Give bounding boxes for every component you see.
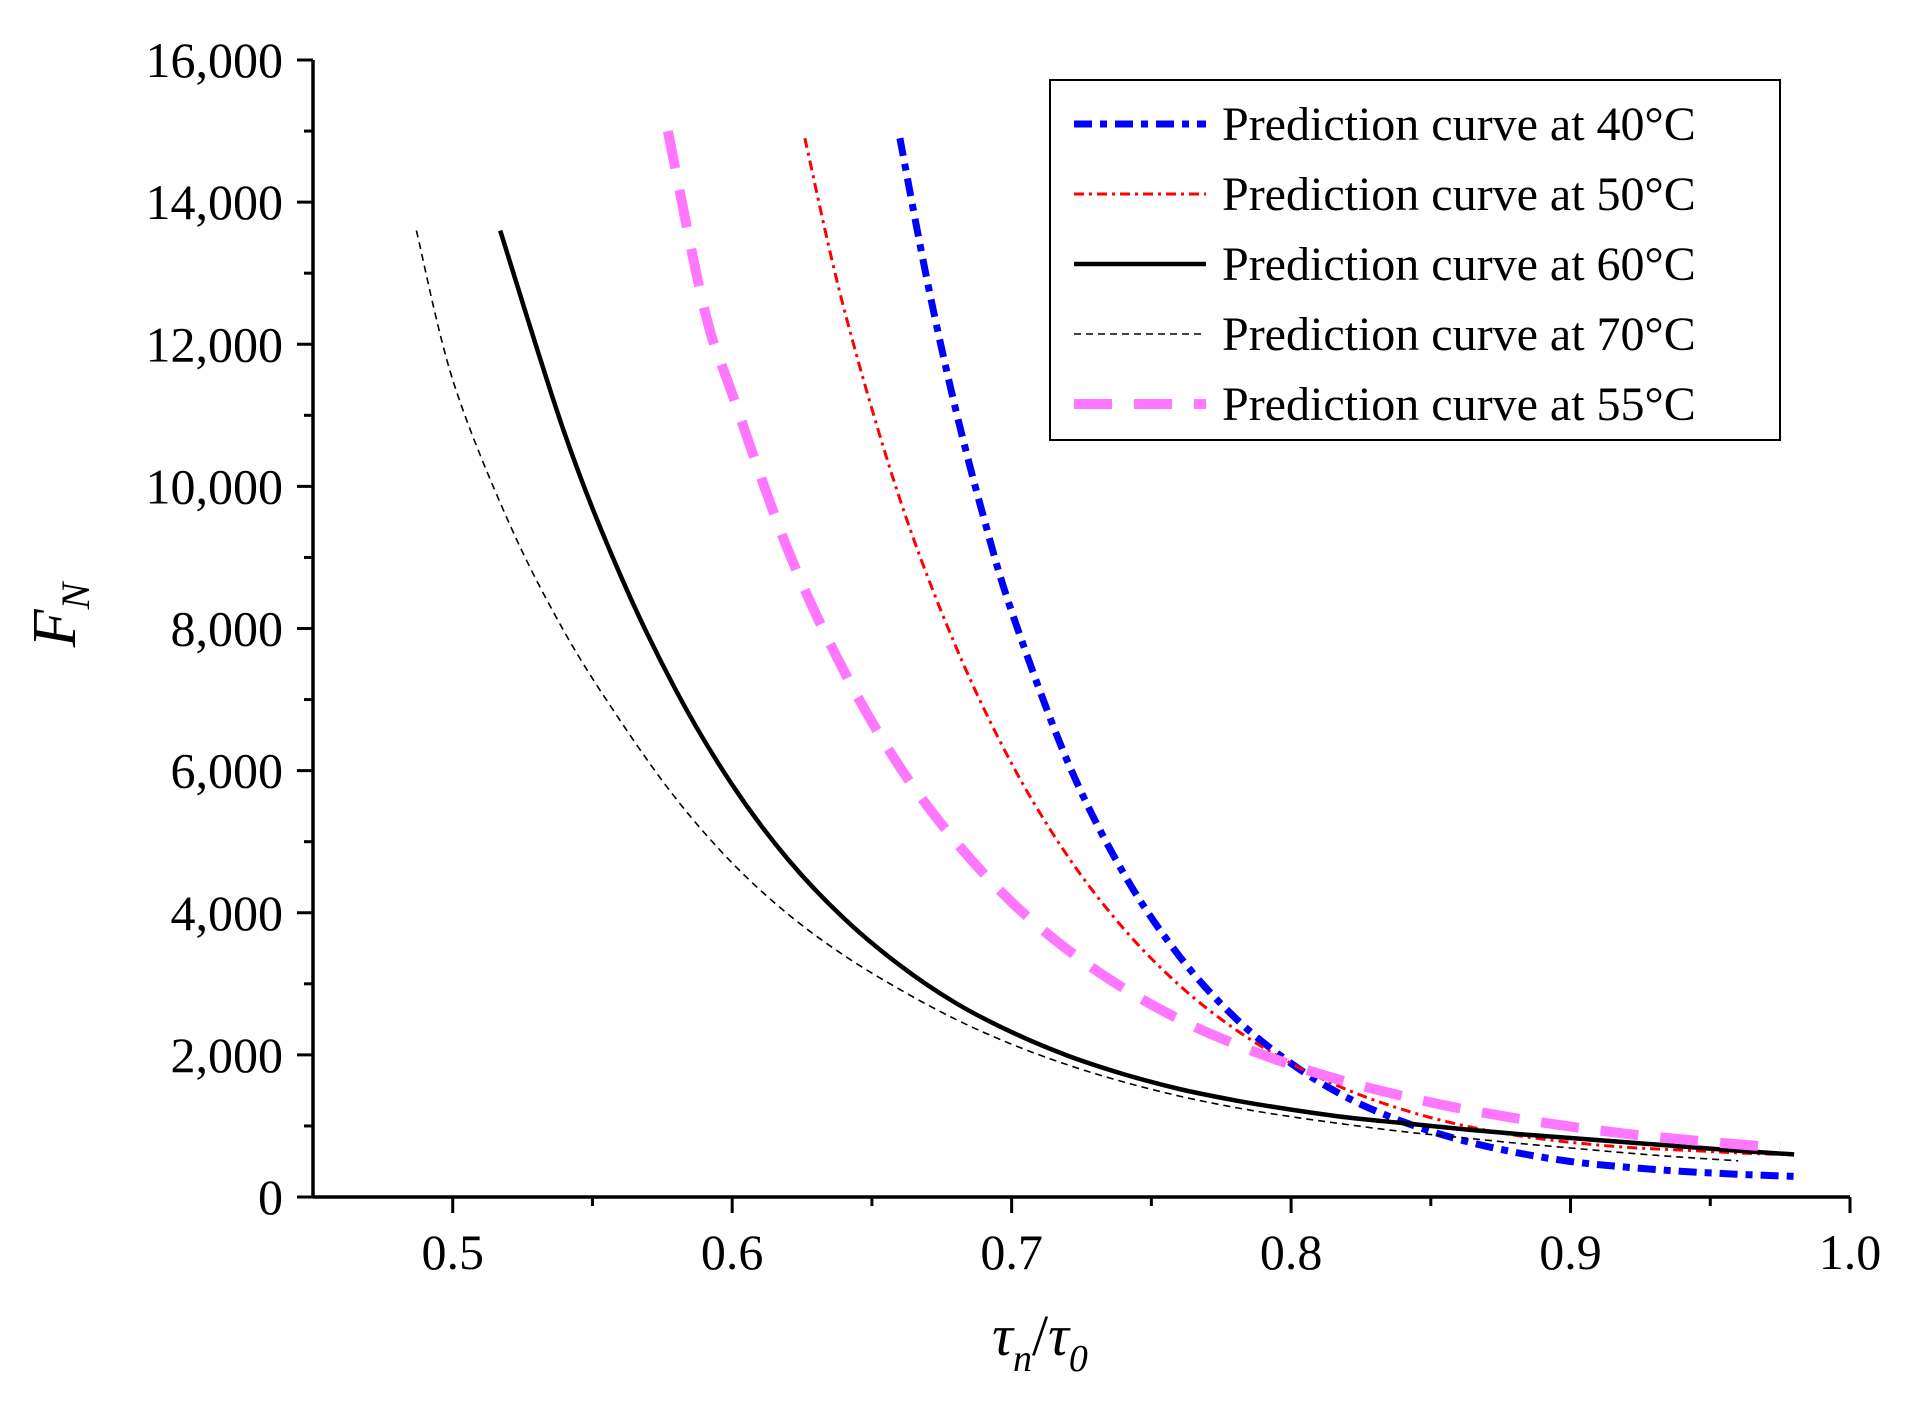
y-tick-label: 14,000 bbox=[146, 174, 284, 230]
x-tick-label: 0.5 bbox=[421, 1224, 484, 1280]
legend-label: Prediction curve at 50°C bbox=[1222, 168, 1696, 221]
series-line-2 bbox=[803, 137, 1781, 1156]
y-tick-label: 8,000 bbox=[171, 601, 284, 657]
legend: Prediction curve at 40°C Prediction curve… bbox=[1049, 79, 1781, 441]
series-line-3 bbox=[498, 229, 1795, 1157]
x-tick-label: 0.9 bbox=[1539, 1224, 1602, 1280]
legend-label: Prediction curve at 60°C bbox=[1222, 238, 1696, 291]
y-tick-label: 16,000 bbox=[146, 32, 284, 88]
y-tick-label: 12,000 bbox=[146, 316, 284, 372]
y-tick-label: 4,000 bbox=[171, 885, 284, 941]
y-tick-label: 10,000 bbox=[146, 458, 284, 514]
y-tick-label: 0 bbox=[258, 1169, 283, 1225]
plot-lines bbox=[415, 130, 1795, 1180]
x-tick-label: 0.7 bbox=[980, 1224, 1043, 1280]
x-axis-title: τn/τ0 bbox=[992, 1303, 1088, 1380]
series-line-1 bbox=[896, 137, 1795, 1180]
y-tick-label: 6,000 bbox=[171, 743, 284, 799]
x-tick-label: 0.8 bbox=[1260, 1224, 1323, 1280]
x-tick-label: 1.0 bbox=[1819, 1224, 1882, 1280]
legend-label: Prediction curve at 55°C bbox=[1222, 378, 1696, 431]
legend-box bbox=[1049, 79, 1781, 441]
legend-label: Prediction curve at 40°C bbox=[1222, 98, 1696, 151]
y-axis-title: FN bbox=[21, 580, 98, 648]
y-tick-label: 2,000 bbox=[171, 1027, 284, 1083]
legend-label: Prediction curve at 70°C bbox=[1222, 308, 1696, 361]
x-tick-label: 0.6 bbox=[701, 1224, 764, 1280]
series-line-5 bbox=[663, 130, 1781, 1153]
ticks: 0.5 0.6 0.7 0.8 0.9 1.0 0 2,000 4,000 6,000 8,000 1… bbox=[146, 32, 1882, 1280]
